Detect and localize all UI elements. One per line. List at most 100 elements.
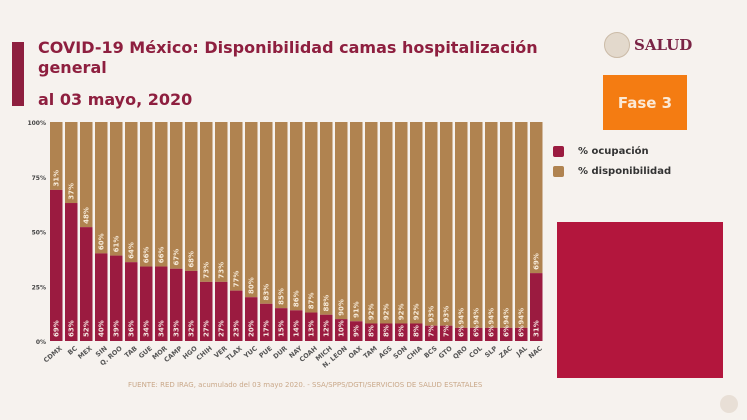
x-tick-label: PUE <box>258 344 274 359</box>
data-label-disponibilidad: 80% <box>247 277 255 294</box>
y-tick-label: 50% <box>32 230 46 237</box>
bar-ocupacion <box>425 325 438 341</box>
source-note: FUENTE: RED IRAG, acumulado del 03 mayo … <box>128 381 483 389</box>
data-label-disponibilidad: 93% <box>442 306 450 323</box>
data-label-disponibilidad: 92% <box>397 303 405 320</box>
bar-ocupacion <box>365 323 378 341</box>
bar-disponibilidad <box>140 122 153 267</box>
bar-disponibilidad <box>65 122 78 204</box>
bar-disponibilidad <box>335 122 348 320</box>
data-label-ocupacion: 32% <box>187 320 195 337</box>
y-tick-label: 0% <box>36 339 46 346</box>
data-label-ocupacion: 6% <box>457 325 465 337</box>
x-tick-label: GUE <box>137 344 154 360</box>
bar-disponibilidad <box>500 122 513 328</box>
bar-ocupacion <box>80 227 93 341</box>
data-label-ocupacion: 12% <box>322 320 330 337</box>
bar-ocupacion <box>155 266 168 341</box>
bar-disponibilidad <box>365 122 378 324</box>
y-tick-label: 75% <box>32 175 46 182</box>
data-label-disponibilidad: 94% <box>502 308 510 325</box>
x-tick-label: BCS <box>423 344 440 360</box>
data-label-disponibilidad: 87% <box>307 293 315 310</box>
data-label-ocupacion: 7% <box>442 325 450 337</box>
footer-logo <box>720 395 738 413</box>
data-label-disponibilidad: 68% <box>187 251 195 268</box>
x-tick-label: AGS <box>377 344 394 360</box>
bar-ocupacion <box>455 327 468 341</box>
bar-disponibilidad <box>485 122 498 328</box>
page-date: al 03 mayo, 2020 <box>38 90 193 109</box>
data-label-disponibilidad: 66% <box>142 247 150 264</box>
bar-ocupacion <box>125 262 138 341</box>
data-label-ocupacion: 10% <box>337 320 345 337</box>
data-label-disponibilidad: 91% <box>352 301 360 318</box>
data-label-disponibilidad: 67% <box>172 249 180 266</box>
bar-disponibilidad <box>200 122 213 282</box>
bar-disponibilidad <box>305 122 318 313</box>
data-label-disponibilidad: 90% <box>337 299 345 316</box>
bar-disponibilidad <box>290 122 303 311</box>
bar-ocupacion <box>410 323 423 341</box>
bar-disponibilidad <box>170 122 183 269</box>
data-label-disponibilidad: 61% <box>112 236 120 253</box>
data-label-ocupacion: 69% <box>52 320 60 337</box>
bar-disponibilidad <box>155 122 168 267</box>
data-label-disponibilidad: 93% <box>427 306 435 323</box>
bar-disponibilidad <box>50 122 63 190</box>
legend-label: % disponibilidad <box>578 166 672 177</box>
data-label-ocupacion: 27% <box>202 320 210 337</box>
data-label-disponibilidad: 92% <box>382 303 390 320</box>
x-tick-label: CHIH <box>195 344 214 362</box>
bar-ocupacion <box>395 323 408 341</box>
bar-ocupacion <box>50 189 63 341</box>
data-label-ocupacion: 23% <box>232 320 240 337</box>
data-label-disponibilidad: 31% <box>52 170 60 187</box>
bar-disponibilidad <box>380 122 393 324</box>
bar-disponibilidad <box>515 122 528 328</box>
data-label-ocupacion: 34% <box>142 320 150 337</box>
bar-disponibilidad <box>125 122 138 263</box>
data-label-ocupacion: 39% <box>112 320 120 337</box>
data-label-ocupacion: 31% <box>532 320 540 337</box>
bar-ocupacion <box>470 327 483 341</box>
x-tick-label: CDMX <box>42 344 64 364</box>
x-tick-label: CHIA <box>405 344 424 361</box>
bar-ocupacion <box>530 273 543 341</box>
bar-ocupacion <box>95 253 108 341</box>
y-tick-label: 100% <box>27 120 46 127</box>
data-label-ocupacion: 6% <box>502 325 510 337</box>
data-label-ocupacion: 7% <box>427 325 435 337</box>
x-tick-label: GTO <box>437 344 454 360</box>
bar-ocupacion <box>200 281 213 341</box>
data-label-disponibilidad: 60% <box>97 233 105 250</box>
bar-ocupacion <box>350 321 363 341</box>
bar-disponibilidad <box>215 122 228 282</box>
bar-ocupacion <box>140 266 153 341</box>
bar-disponibilidad <box>185 122 198 271</box>
data-label-ocupacion: 36% <box>127 320 135 337</box>
data-label-disponibilidad: 66% <box>157 247 165 264</box>
page-title: COVID-19 México: Disponibilidad camas ho… <box>38 38 538 77</box>
bar-ocupacion <box>170 268 183 341</box>
bar-ocupacion <box>500 327 513 341</box>
bar-disponibilidad <box>410 122 423 324</box>
logo-text: SALUD <box>634 36 693 54</box>
x-tick-label: TLAX <box>224 344 243 362</box>
data-label-ocupacion: 8% <box>382 325 390 337</box>
legend-swatch <box>553 146 564 157</box>
data-label-disponibilidad: 94% <box>472 308 480 325</box>
data-label-disponibilidad: 94% <box>487 308 495 325</box>
data-label-ocupacion: 6% <box>517 325 525 337</box>
bar-disponibilidad <box>275 122 288 309</box>
x-tick-label: JAL <box>514 344 529 358</box>
title-accent-bar <box>12 42 24 106</box>
data-label-disponibilidad: 92% <box>412 303 420 320</box>
y-tick-label: 25% <box>32 284 46 291</box>
x-tick-label: DUR <box>272 344 289 360</box>
bar-ocupacion <box>515 327 528 341</box>
x-tick-label: MEX <box>76 344 93 360</box>
bar-ocupacion <box>320 314 333 341</box>
bar-disponibilidad <box>455 122 468 328</box>
